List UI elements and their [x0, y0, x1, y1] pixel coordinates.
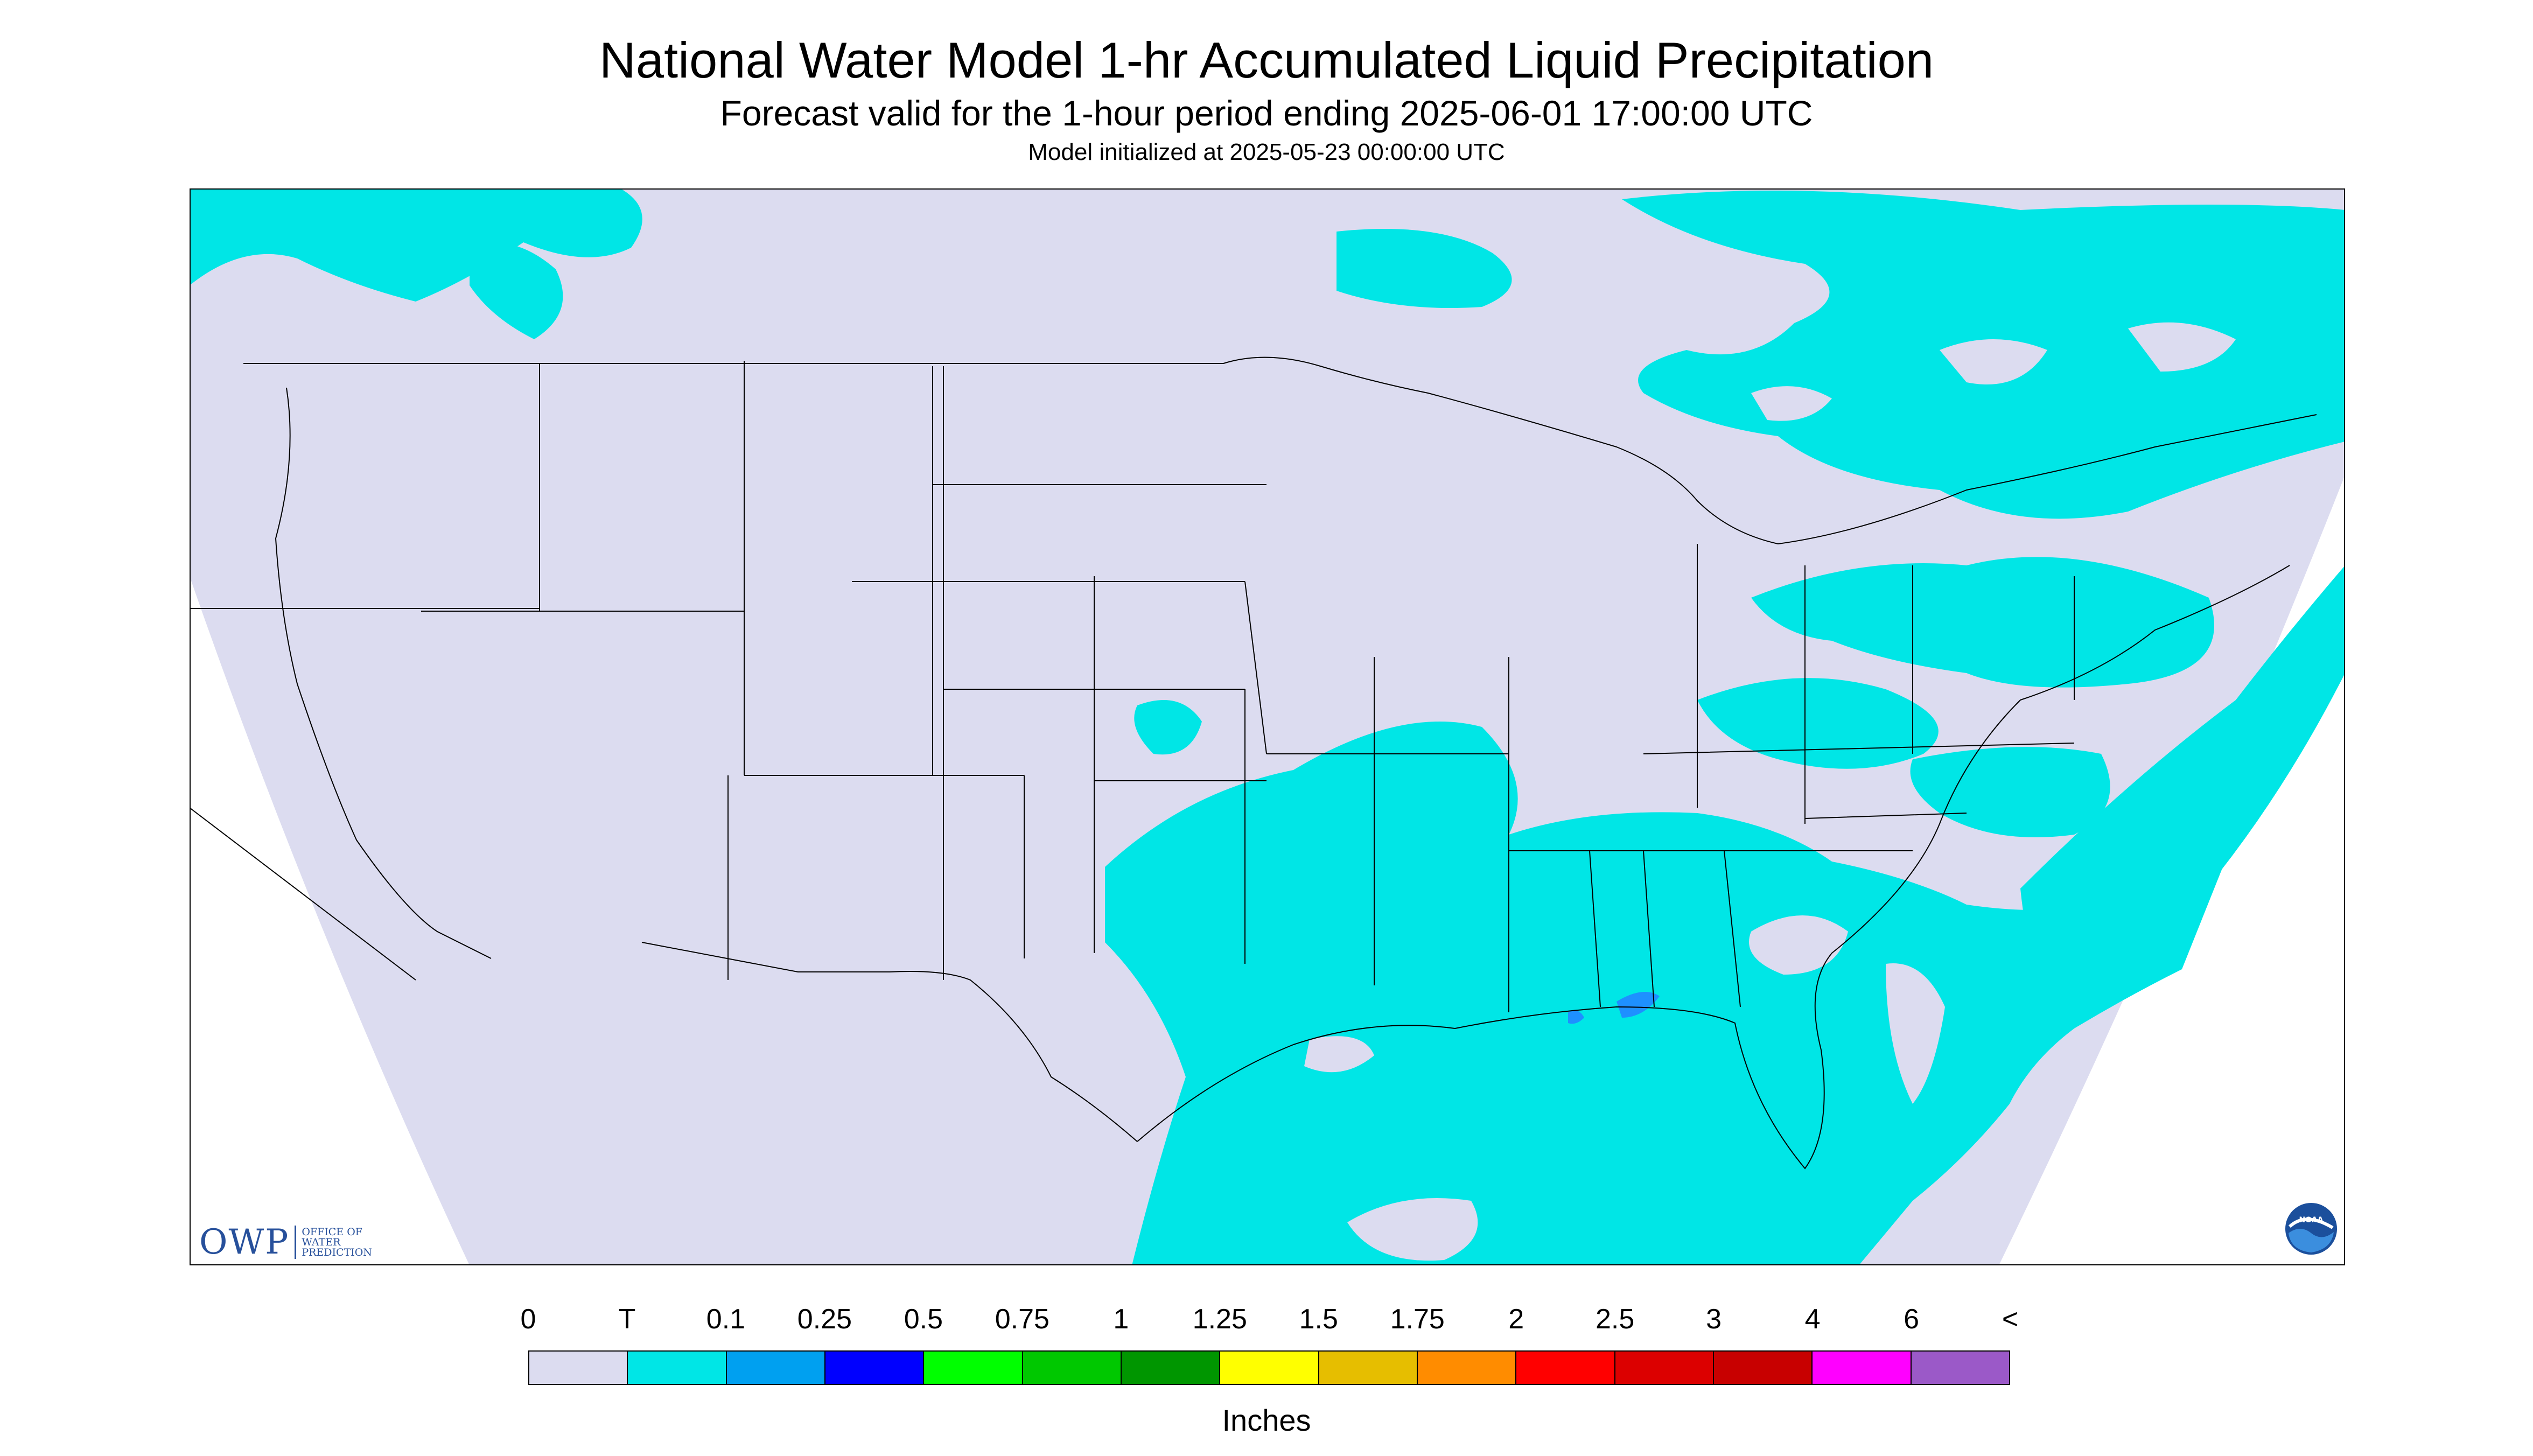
map-title: National Water Model 1-hr Accumulated Li… — [599, 32, 1934, 88]
legend-units: Inches — [1222, 1403, 1311, 1437]
precip-area-ohio-valley — [1697, 678, 1939, 769]
legend-tick-label: 0.25 — [797, 1304, 852, 1335]
precip-area-great-lakes — [1751, 557, 2214, 688]
legend-tick-label: 1 — [1113, 1304, 1129, 1335]
state-boundaries — [190, 361, 2075, 1012]
precip-accent-alabama-coast — [1568, 1010, 1584, 1024]
legend-tick-label: 1.5 — [1299, 1304, 1338, 1335]
legend-swatch — [1121, 1352, 1221, 1384]
legend-tick-label: < — [2002, 1304, 2019, 1335]
clear-pocket-gulf — [1347, 1198, 1478, 1261]
owp-logo-divider — [295, 1226, 297, 1259]
legend-tick-label: 0 — [520, 1304, 536, 1335]
us-mexico-border — [641, 942, 1138, 1142]
gulf-coast — [1137, 565, 2290, 1170]
legend-swatch — [1023, 1352, 1122, 1384]
legend-swatch — [1516, 1352, 1615, 1384]
map-subtitle: Forecast valid for the 1-hour period end… — [720, 93, 1813, 133]
precip-area-nw-canada — [190, 188, 642, 302]
west-coast — [275, 387, 492, 959]
legend-tick-label: 1.25 — [1192, 1304, 1247, 1335]
legend-tick-label: 0.1 — [706, 1304, 746, 1335]
precip-area-bc-coast — [470, 243, 563, 339]
political-boundaries — [190, 356, 2317, 1170]
owp-logo: OWP OFFICE OF WATER PREDICTION — [199, 1222, 372, 1262]
legend-swatch — [1911, 1352, 2009, 1384]
clear-pocket-texas — [1304, 1036, 1374, 1073]
noaa-logo: NOAA — [2285, 1203, 2337, 1255]
legend-swatch — [1220, 1352, 1319, 1384]
legend-tick-label: 3 — [1706, 1304, 1722, 1335]
us-canada-border — [243, 356, 2317, 545]
map-frame — [190, 188, 2345, 1265]
clear-pockets — [1304, 322, 2236, 1261]
legend-tick-label: T — [618, 1304, 636, 1335]
legend-tick-label: 2.5 — [1595, 1304, 1635, 1335]
legend-swatch — [1319, 1352, 1418, 1384]
clear-pocket-florida — [1886, 963, 1945, 1104]
legend-colorbar — [528, 1350, 2010, 1385]
legend-swatch — [1615, 1352, 1714, 1384]
precip-area-southern-plains — [1105, 722, 2236, 1265]
legend-tick-labels: 0 T 0.1 0.25 0.5 0.75 1 1.25 1.5 1.75 2 2.5 3 4 6 < — [0, 1303, 2533, 1341]
clear-pocket-canada-east — [1940, 339, 2047, 384]
legend-swatch — [924, 1352, 1023, 1384]
clear-pocket-quebec — [2128, 322, 2236, 372]
legend-swatch — [726, 1352, 825, 1384]
legend-tick-label: 6 — [1904, 1304, 1919, 1335]
precip-accent-florida-panhandle — [1617, 992, 1660, 1018]
clear-pocket-georgia — [1749, 915, 1848, 975]
legend-swatch — [529, 1352, 628, 1384]
owp-logo-mark: OWP — [199, 1222, 290, 1262]
owp-logo-text: OFFICE OF WATER PREDICTION — [302, 1226, 372, 1258]
legend-swatch — [1713, 1352, 1813, 1384]
precip-area-appalachians — [1910, 747, 2110, 837]
clear-pocket-ontario — [1751, 386, 1832, 421]
legend-swatch — [1813, 1352, 1912, 1384]
model-init-line: Model initialized at 2025-05-23 00:00:00… — [1028, 139, 1505, 165]
legend-tick-label: 2 — [1508, 1304, 1524, 1335]
legend-swatch — [628, 1352, 727, 1384]
precip-area-kansas — [1134, 700, 1202, 755]
precip-area-central-canada — [1337, 229, 1512, 308]
noaa-logo-text: NOAA — [2299, 1216, 2324, 1224]
legend-tick-label: 0.75 — [995, 1304, 1049, 1335]
legend-swatch — [825, 1352, 925, 1384]
precipitation-map — [190, 188, 2345, 1265]
legend-tick-label: 1.75 — [1390, 1304, 1445, 1335]
legend-tick-label: 4 — [1804, 1304, 1821, 1335]
precip-area-atlantic — [2020, 565, 2345, 1023]
legend-swatch — [1417, 1352, 1517, 1384]
legend-tick-label: 0.5 — [904, 1304, 943, 1335]
